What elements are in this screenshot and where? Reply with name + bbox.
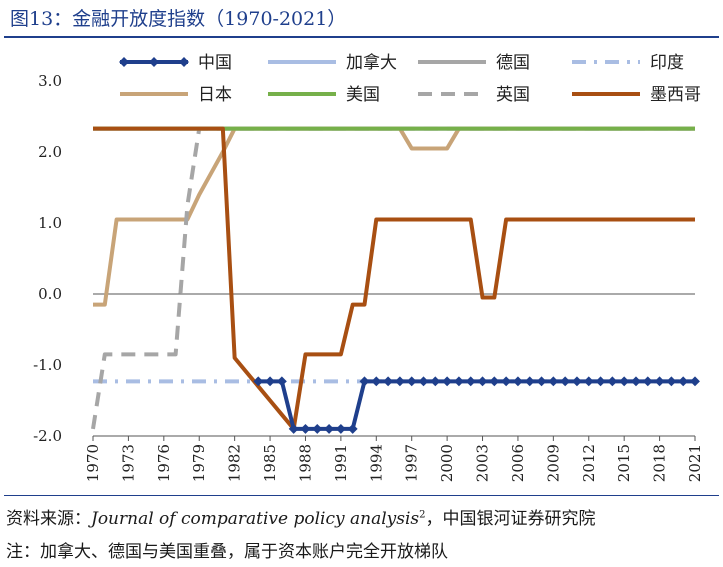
source-journal: Journal of comparative policy analysis [91, 509, 420, 529]
data-point-中国 [406, 376, 417, 387]
legend-label-印度: 印度 [650, 53, 684, 73]
data-point-中国 [654, 376, 665, 387]
x-tick-label: 1982 [226, 444, 244, 482]
x-tick-label: 1988 [296, 444, 314, 482]
legend-label-美国: 美国 [346, 85, 380, 105]
bottom-rule [4, 495, 719, 496]
series-line-墨西哥 [93, 126, 695, 431]
data-point-中国 [524, 376, 535, 387]
source-note: 资料来源：Journal of comparative policy analy… [6, 504, 596, 529]
data-point-中国 [666, 376, 677, 387]
data-point-中国 [678, 376, 689, 387]
axes: -2.0 -1.0 0.0 1.0 2.0 3.0 1970 1973 1976 1979 1982… [33, 72, 704, 482]
data-point-中国 [418, 376, 429, 387]
source-suffix: ，中国银河证券研究院 [425, 509, 596, 529]
x-tick-label: 2012 [580, 444, 598, 482]
x-tick-label: 1973 [119, 444, 137, 482]
series-line-中国 [258, 379, 695, 431]
x-tick-label: 2009 [544, 444, 562, 482]
data-point-中国 [690, 376, 700, 387]
data-point-中国 [583, 376, 594, 387]
data-point-中国 [335, 423, 346, 434]
figure-title: 图13：金融开放度指数（1970-2021） [10, 8, 347, 30]
data-point-中国 [430, 376, 441, 387]
data-point-中国 [501, 376, 512, 387]
x-tick-label: 2003 [474, 444, 492, 482]
legend-label-德国: 德国 [496, 53, 530, 73]
data-point-中国 [347, 423, 358, 434]
legend-label-墨西哥: 墨西哥 [650, 85, 701, 105]
x-tick-label: 1979 [190, 444, 208, 482]
y-tick-label: 3.0 [38, 72, 62, 90]
data-point-中国 [560, 376, 571, 387]
x-tick-label: 2000 [438, 444, 456, 482]
source-prefix: 资料来源： [6, 509, 91, 529]
data-point-中国 [276, 376, 287, 387]
legend-label-加拿大: 加拿大 [346, 52, 397, 73]
data-point-中国 [265, 376, 276, 387]
y-tick-label: 0.0 [38, 285, 62, 303]
data-point-中国 [453, 376, 464, 387]
data-point-中国 [477, 376, 488, 387]
source-superscript: 2 [419, 509, 426, 521]
data-point-中国 [536, 376, 547, 387]
footnote: 注：加拿大、德国与美国重叠，属于资本账户完全开放梯队 [6, 542, 448, 562]
legend-marker [179, 57, 189, 67]
legend-label-日本: 日本 [198, 85, 232, 105]
series-layer [91, 126, 700, 434]
legend-marker [119, 57, 129, 67]
y-tick-label: 2.0 [38, 143, 62, 161]
data-point-中国 [607, 376, 618, 387]
data-point-中国 [359, 376, 370, 387]
y-tick-label: -1.0 [33, 356, 62, 374]
x-tick-label: 2021 [686, 444, 704, 482]
data-point-中国 [572, 376, 582, 387]
x-tick-label: 1985 [261, 444, 279, 482]
data-point-中国 [465, 376, 476, 387]
data-point-中国 [595, 376, 606, 387]
data-point-中国 [631, 376, 641, 387]
data-point-中国 [394, 376, 405, 387]
data-point-中国 [324, 423, 335, 434]
x-tick-label: 1991 [332, 444, 350, 482]
x-tick-label: 2006 [509, 444, 527, 482]
legend-label-中国: 中国 [198, 53, 232, 73]
x-tick-label: 1976 [155, 444, 173, 482]
x-tick-label: 2018 [651, 444, 669, 482]
y-tick-label: -2.0 [33, 427, 62, 445]
data-point-中国 [253, 376, 264, 387]
series-line-日本 [93, 126, 695, 307]
data-point-中国 [312, 423, 323, 434]
x-tick-label: 1970 [84, 444, 102, 482]
data-point-中国 [383, 376, 394, 387]
data-point-中国 [371, 376, 382, 387]
data-point-中国 [512, 376, 523, 387]
legend-label-英国: 英国 [496, 85, 530, 105]
data-point-中国 [489, 376, 500, 387]
data-point-中国 [642, 376, 653, 387]
data-point-中国 [288, 423, 299, 434]
x-tick-label: 2015 [615, 444, 633, 482]
x-tick-label: 1994 [367, 444, 385, 482]
data-point-中国 [619, 376, 630, 387]
x-tick-label: 1997 [403, 444, 421, 482]
legend-marker [149, 57, 159, 67]
y-tick-label: 1.0 [38, 214, 62, 232]
data-point-中国 [442, 376, 453, 387]
series-line-英国 [91, 126, 695, 430]
title-rule [4, 36, 719, 38]
data-point-中国 [548, 376, 559, 387]
data-point-中国 [300, 423, 311, 434]
